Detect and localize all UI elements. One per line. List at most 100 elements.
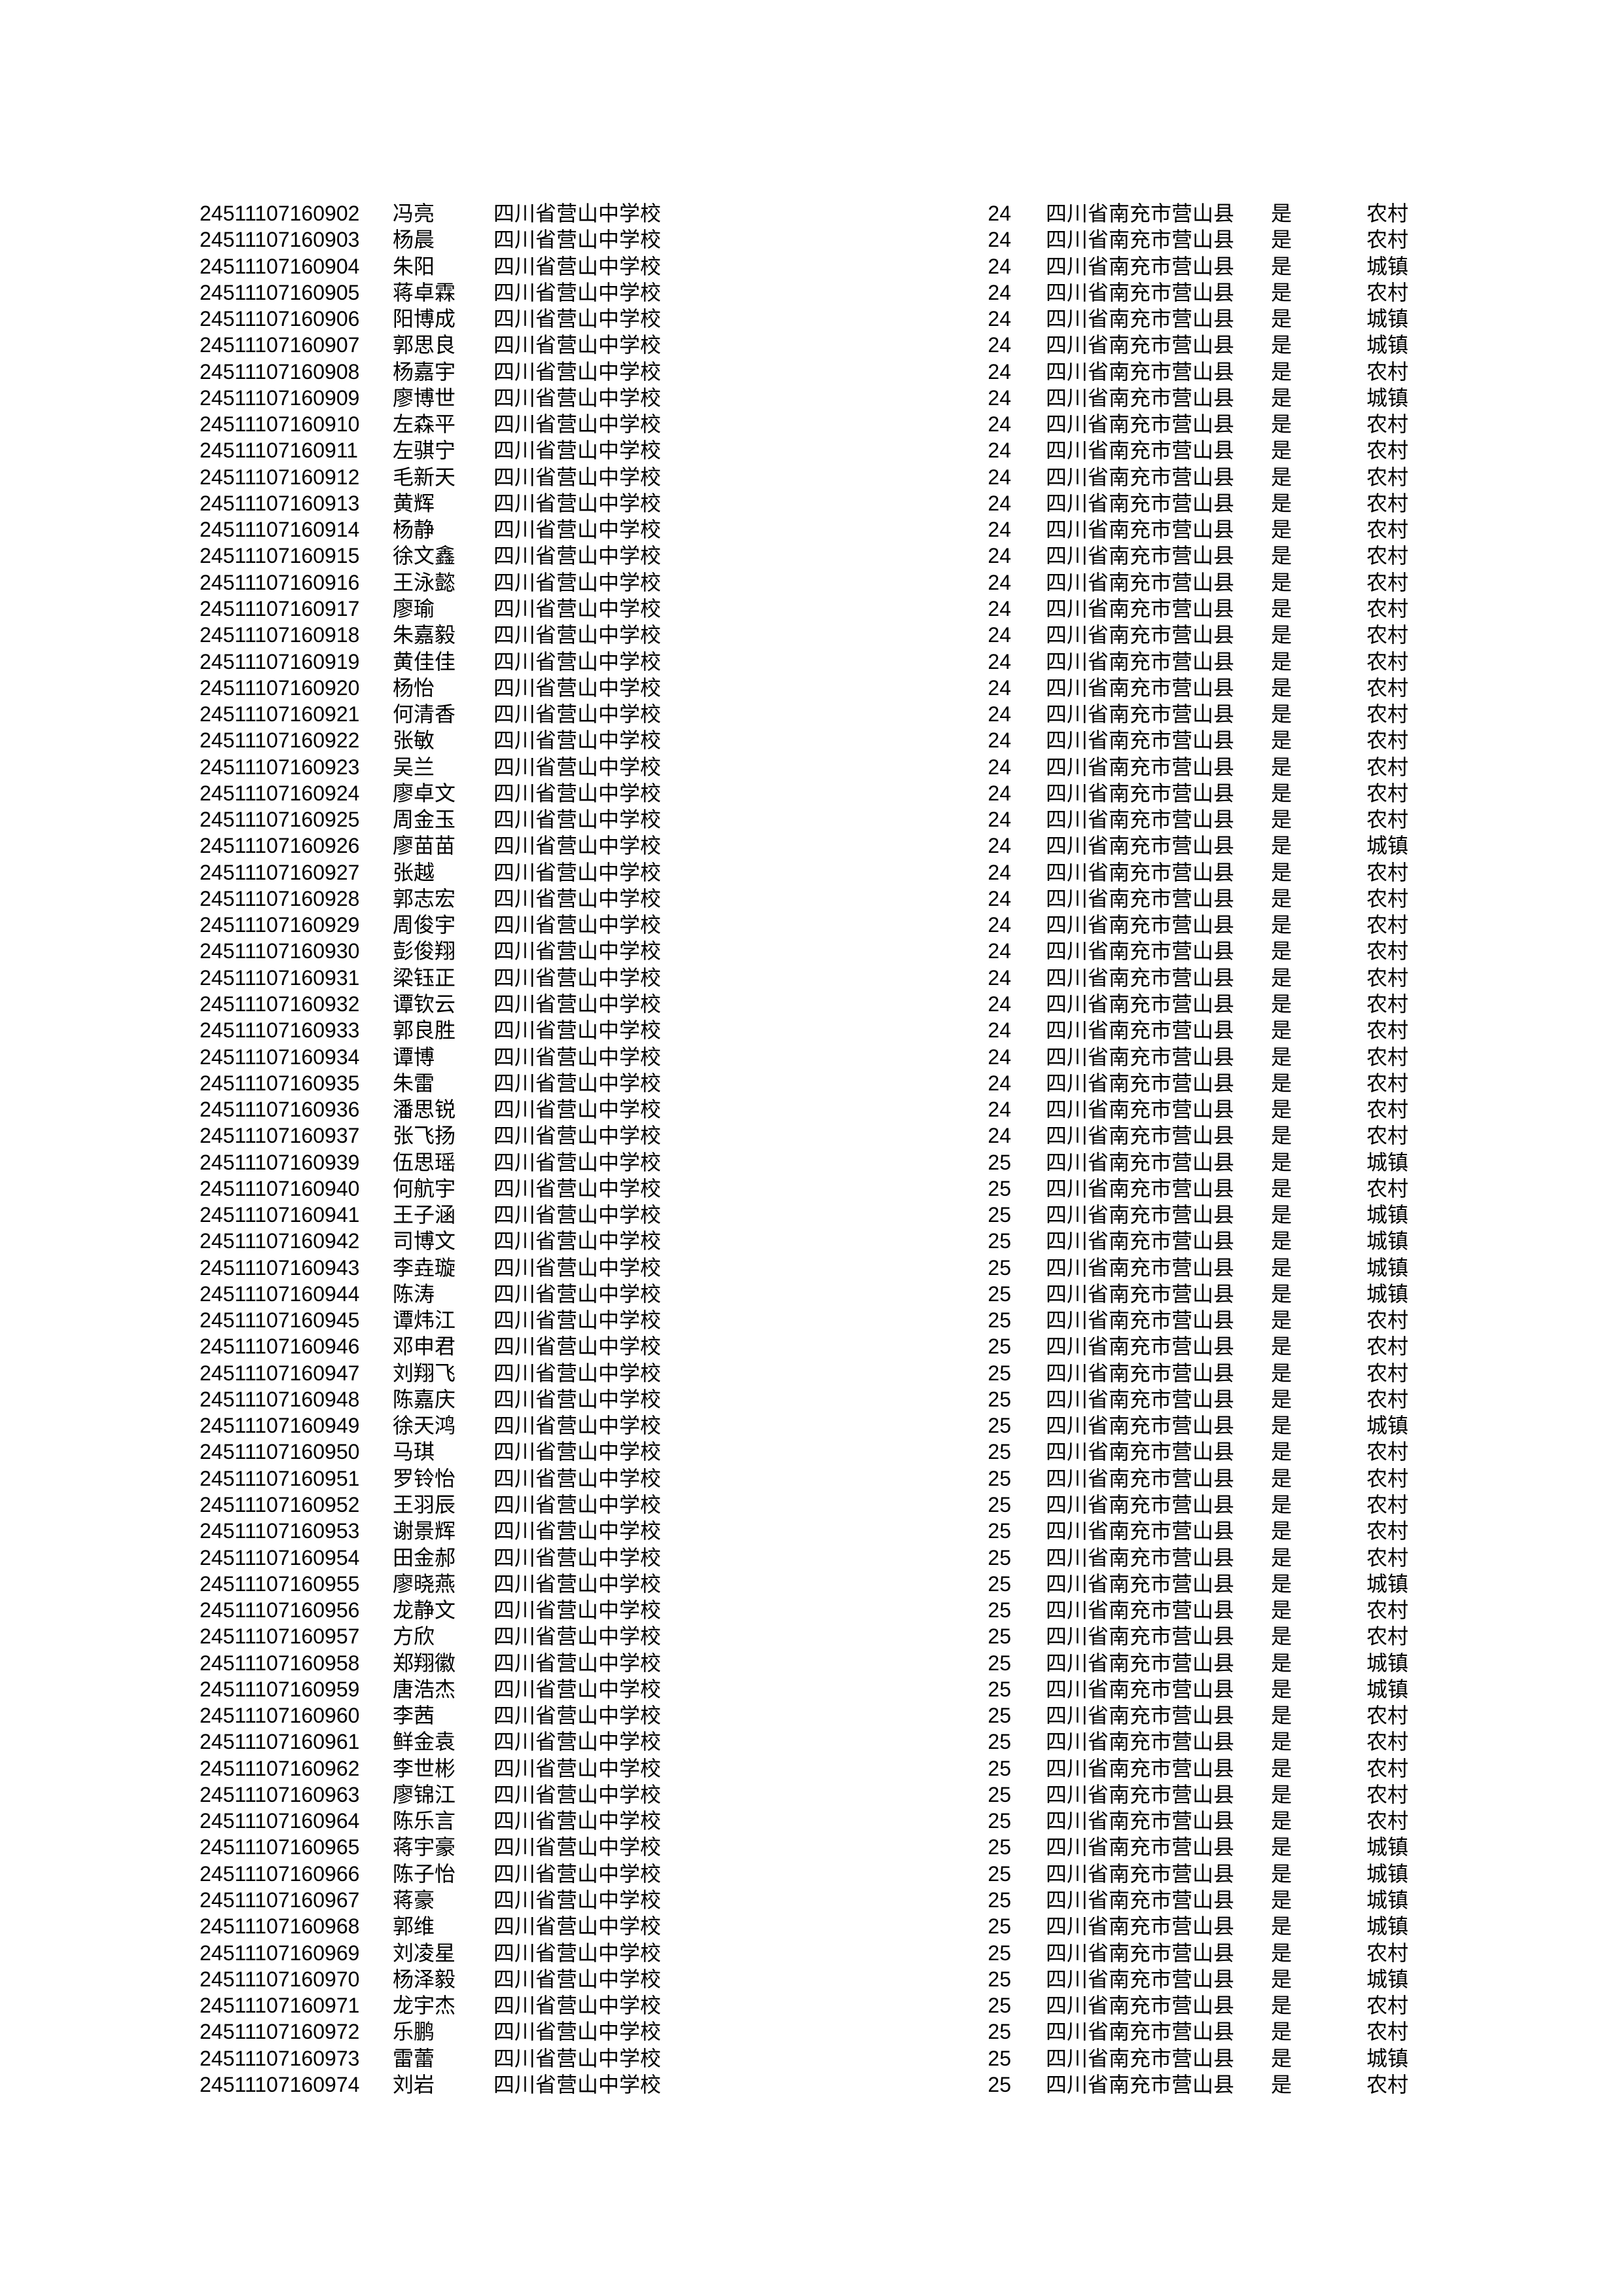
cell-exam-id: 24511107160948 xyxy=(200,1387,360,1411)
cell-residence-type: 农村 xyxy=(1366,2072,1409,2096)
cell-residence-type: 农村 xyxy=(1366,1018,1409,1043)
cell-flag-yes: 是 xyxy=(1271,1098,1293,1122)
table-row: 24511107160922 张敏 四川省营山中学校 24 四川省南充市营山县 是 农村 xyxy=(0,727,1623,753)
cell-household-location: 四川省南充市营山县 xyxy=(1046,544,1235,568)
cell-student-name: 谭博 xyxy=(393,1045,435,1069)
cell-age: 24 xyxy=(988,886,1011,910)
cell-household-location: 四川省南充市营山县 xyxy=(1046,965,1235,990)
cell-school: 四川省营山中学校 xyxy=(493,1255,662,1280)
cell-exam-id: 24511107160910 xyxy=(200,412,360,437)
cell-age: 24 xyxy=(988,649,1011,673)
cell-exam-id: 24511107160903 xyxy=(200,228,360,252)
cell-flag-yes: 是 xyxy=(1271,1914,1293,1939)
cell-household-location: 四川省南充市营山县 xyxy=(1046,728,1235,753)
cell-age: 24 xyxy=(988,1071,1011,1095)
cell-school: 四川省营山中学校 xyxy=(493,1835,662,1859)
cell-student-name: 谭炜江 xyxy=(393,1308,456,1333)
cell-residence-type: 城镇 xyxy=(1366,307,1409,331)
cell-flag-yes: 是 xyxy=(1271,1440,1293,1464)
table-row: 24511107160937 张飞扬 四川省营山中学校 24 四川省南充市营山县 是 农村 xyxy=(0,1122,1623,1149)
cell-exam-id: 24511107160923 xyxy=(200,755,360,779)
table-row: 24511107160969 刘凌星 四川省营山中学校 25 四川省南充市营山县 是 农村 xyxy=(0,1940,1623,1966)
cell-flag-yes: 是 xyxy=(1271,1704,1293,1728)
cell-age: 25 xyxy=(988,1519,1011,1543)
cell-exam-id: 24511107160927 xyxy=(200,860,360,884)
cell-household-location: 四川省南充市营山县 xyxy=(1046,1124,1235,1148)
cell-student-name: 刘凌星 xyxy=(393,1941,456,1965)
cell-household-location: 四川省南充市营山县 xyxy=(1046,1466,1235,1490)
table-row: 24511107160914 杨静 四川省营山中学校 24 四川省南充市营山县 是 农村 xyxy=(0,516,1623,543)
cell-residence-type: 城镇 xyxy=(1366,1203,1409,1227)
cell-residence-type: 农村 xyxy=(1366,570,1409,594)
cell-residence-type: 农村 xyxy=(1366,1045,1409,1069)
cell-flag-yes: 是 xyxy=(1271,2020,1293,2044)
cell-residence-type: 农村 xyxy=(1366,491,1409,515)
cell-student-name: 刘翔飞 xyxy=(393,1361,456,1385)
cell-flag-yes: 是 xyxy=(1271,2046,1293,2070)
cell-student-name: 朱阳 xyxy=(393,254,435,278)
cell-residence-type: 农村 xyxy=(1366,1704,1409,1728)
cell-age: 25 xyxy=(988,1994,1011,2018)
cell-student-name: 蒋卓霖 xyxy=(393,280,456,304)
table-row: 24511107160909 廖博世 四川省营山中学校 24 四川省南充市营山县 是 城镇 xyxy=(0,385,1623,411)
cell-age: 25 xyxy=(988,1308,1011,1333)
cell-flag-yes: 是 xyxy=(1271,1282,1293,1306)
cell-student-name: 黄辉 xyxy=(393,491,435,515)
cell-student-name: 王子涵 xyxy=(393,1203,456,1227)
cell-age: 24 xyxy=(988,939,1011,963)
cell-residence-type: 城镇 xyxy=(1366,1835,1409,1859)
cell-student-name: 郭志宏 xyxy=(393,886,456,910)
cell-exam-id: 24511107160952 xyxy=(200,1493,360,1517)
cell-school: 四川省营山中学校 xyxy=(493,1071,662,1095)
cell-residence-type: 城镇 xyxy=(1366,1255,1409,1280)
cell-school: 四川省营山中学校 xyxy=(493,1203,662,1227)
cell-household-location: 四川省南充市营山县 xyxy=(1046,1624,1235,1649)
table-row: 24511107160964 陈乐言 四川省营山中学校 25 四川省南充市营山县 是 农村 xyxy=(0,1808,1623,1834)
table-row: 24511107160967 蒋豪 四川省营山中学校 25 四川省南充市营山县 是 城镇 xyxy=(0,1887,1623,1913)
cell-flag-yes: 是 xyxy=(1271,1018,1293,1043)
table-row: 24511107160911 左骐宁 四川省营山中学校 24 四川省南充市营山县 是 农村 xyxy=(0,437,1623,463)
cell-household-location: 四川省南充市营山县 xyxy=(1046,2020,1235,2044)
cell-school: 四川省营山中学校 xyxy=(493,1045,662,1069)
cell-age: 24 xyxy=(988,1124,1011,1148)
table-row: 24511107160970 杨泽毅 四川省营山中学校 25 四川省南充市营山县 是 城镇 xyxy=(0,1966,1623,1992)
cell-flag-yes: 是 xyxy=(1271,1677,1293,1701)
cell-residence-type: 农村 xyxy=(1366,1809,1409,1833)
cell-residence-type: 农村 xyxy=(1366,1466,1409,1490)
cell-residence-type: 农村 xyxy=(1366,781,1409,805)
cell-exam-id: 24511107160902 xyxy=(200,202,360,225)
cell-age: 25 xyxy=(988,1255,1011,1280)
cell-school: 四川省营山中学校 xyxy=(493,333,662,357)
cell-school: 四川省营山中学校 xyxy=(493,1861,662,1886)
cell-exam-id: 24511107160908 xyxy=(200,359,360,384)
cell-flag-yes: 是 xyxy=(1271,860,1293,884)
cell-residence-type: 农村 xyxy=(1366,1756,1409,1780)
cell-school: 四川省营山中学校 xyxy=(493,228,662,252)
cell-student-name: 徐天鸿 xyxy=(393,1414,456,1438)
cell-household-location: 四川省南充市营山县 xyxy=(1046,1018,1235,1043)
cell-household-location: 四川省南充市营山县 xyxy=(1046,702,1235,726)
cell-student-name: 陈涛 xyxy=(393,1282,435,1306)
cell-residence-type: 城镇 xyxy=(1366,1914,1409,1939)
cell-household-location: 四川省南充市营山县 xyxy=(1046,1335,1235,1359)
cell-household-location: 四川省南充市营山县 xyxy=(1046,1677,1235,1701)
cell-flag-yes: 是 xyxy=(1271,412,1293,437)
table-row: 24511107160917 廖瑜 四川省营山中学校 24 四川省南充市营山县 是 农村 xyxy=(0,596,1623,622)
cell-student-name: 张敏 xyxy=(393,728,435,753)
cell-age: 25 xyxy=(988,1861,1011,1886)
cell-student-name: 张越 xyxy=(393,860,435,884)
cell-flag-yes: 是 xyxy=(1271,1493,1293,1517)
cell-household-location: 四川省南充市营山县 xyxy=(1046,755,1235,779)
cell-student-name: 郭良胜 xyxy=(393,1018,456,1043)
cell-residence-type: 农村 xyxy=(1366,1440,1409,1464)
cell-age: 24 xyxy=(988,465,1011,489)
cell-exam-id: 24511107160972 xyxy=(200,2020,360,2044)
cell-exam-id: 24511107160970 xyxy=(200,1967,360,1991)
cell-school: 四川省营山中学校 xyxy=(493,518,662,542)
table-row: 24511107160930 彭俊翔 四川省营山中学校 24 四川省南充市营山县 是 农村 xyxy=(0,938,1623,964)
cell-age: 25 xyxy=(988,1229,1011,1253)
cell-age: 25 xyxy=(988,1571,1011,1596)
table-row: 24511107160934 谭博 四川省营山中学校 24 四川省南充市营山县 是 农村 xyxy=(0,1044,1623,1070)
cell-student-name: 郑翔徽 xyxy=(393,1651,456,1675)
cell-flag-yes: 是 xyxy=(1271,781,1293,805)
